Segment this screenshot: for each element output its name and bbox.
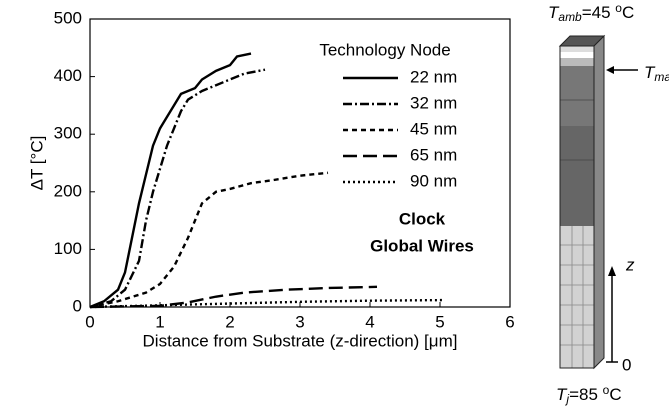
layer — [560, 66, 594, 126]
t: T — [548, 3, 560, 22]
arrowhead — [606, 66, 614, 74]
x-tick-label: 3 — [295, 312, 304, 331]
t: T — [556, 385, 568, 404]
series-line — [89, 52, 252, 309]
stack-side — [593, 34, 605, 370]
x-tick-label: 4 — [365, 312, 374, 331]
sub: max — [654, 70, 669, 84]
x-tick-label: 0 — [85, 312, 94, 331]
legend-label: 65 nm — [410, 145, 457, 164]
annotation: Clock — [399, 209, 446, 228]
unit: C — [622, 3, 634, 22]
y-tick-label: 200 — [54, 181, 82, 200]
legend-label: 45 nm — [410, 119, 457, 138]
unit: C — [609, 385, 621, 404]
series-line — [89, 68, 266, 309]
text: =85 — [569, 385, 603, 404]
series-line — [89, 285, 378, 309]
x-tick-label: 2 — [225, 312, 234, 331]
layer-grid — [560, 99, 594, 368]
y-tick-label: 400 — [54, 66, 82, 85]
bottom-label: Tj=85 oC — [556, 383, 622, 406]
x-tick-label: 1 — [155, 312, 164, 331]
legend-label: 90 nm — [410, 171, 457, 190]
y-tick-label: 100 — [54, 239, 82, 258]
stack-diagram: z 0 Tmax Tamb=45 oC Tj=85 oC — [548, 1, 669, 406]
tmax-label: Tmax — [644, 63, 669, 84]
series-line — [89, 298, 444, 309]
annotation: Global Wires — [370, 236, 474, 255]
sup: o — [615, 1, 622, 15]
z-origin-label: 0 — [622, 355, 631, 374]
layer — [560, 126, 594, 226]
sub: j — [564, 392, 569, 406]
layer — [560, 58, 594, 66]
t: T — [644, 63, 656, 82]
legend-label: 22 nm — [410, 67, 457, 86]
top-label: Tamb=45 oC — [548, 1, 634, 24]
x-axis-label: Distance from Substrate (z-direction) [μ… — [143, 331, 458, 350]
y-tick-label: 300 — [54, 124, 82, 143]
layer — [560, 52, 594, 58]
x-tick-label: 6 — [505, 312, 514, 331]
stack-outline — [559, 45, 595, 369]
y-axis-label: ΔT [°C] — [27, 136, 46, 191]
z-label: z — [625, 255, 635, 274]
series-line — [89, 171, 329, 309]
sub: amb — [558, 10, 582, 24]
x-tick-label: 5 — [435, 312, 444, 331]
legend-title: Technology Node — [319, 40, 450, 59]
legend-label: 32 nm — [410, 93, 457, 112]
layer — [560, 226, 594, 368]
y-tick-label: 0 — [73, 296, 82, 315]
y-tick-label: 500 — [54, 8, 82, 27]
layer — [560, 46, 594, 52]
text: =45 — [582, 3, 616, 22]
sup: o — [603, 383, 610, 397]
arrowhead — [608, 266, 616, 276]
